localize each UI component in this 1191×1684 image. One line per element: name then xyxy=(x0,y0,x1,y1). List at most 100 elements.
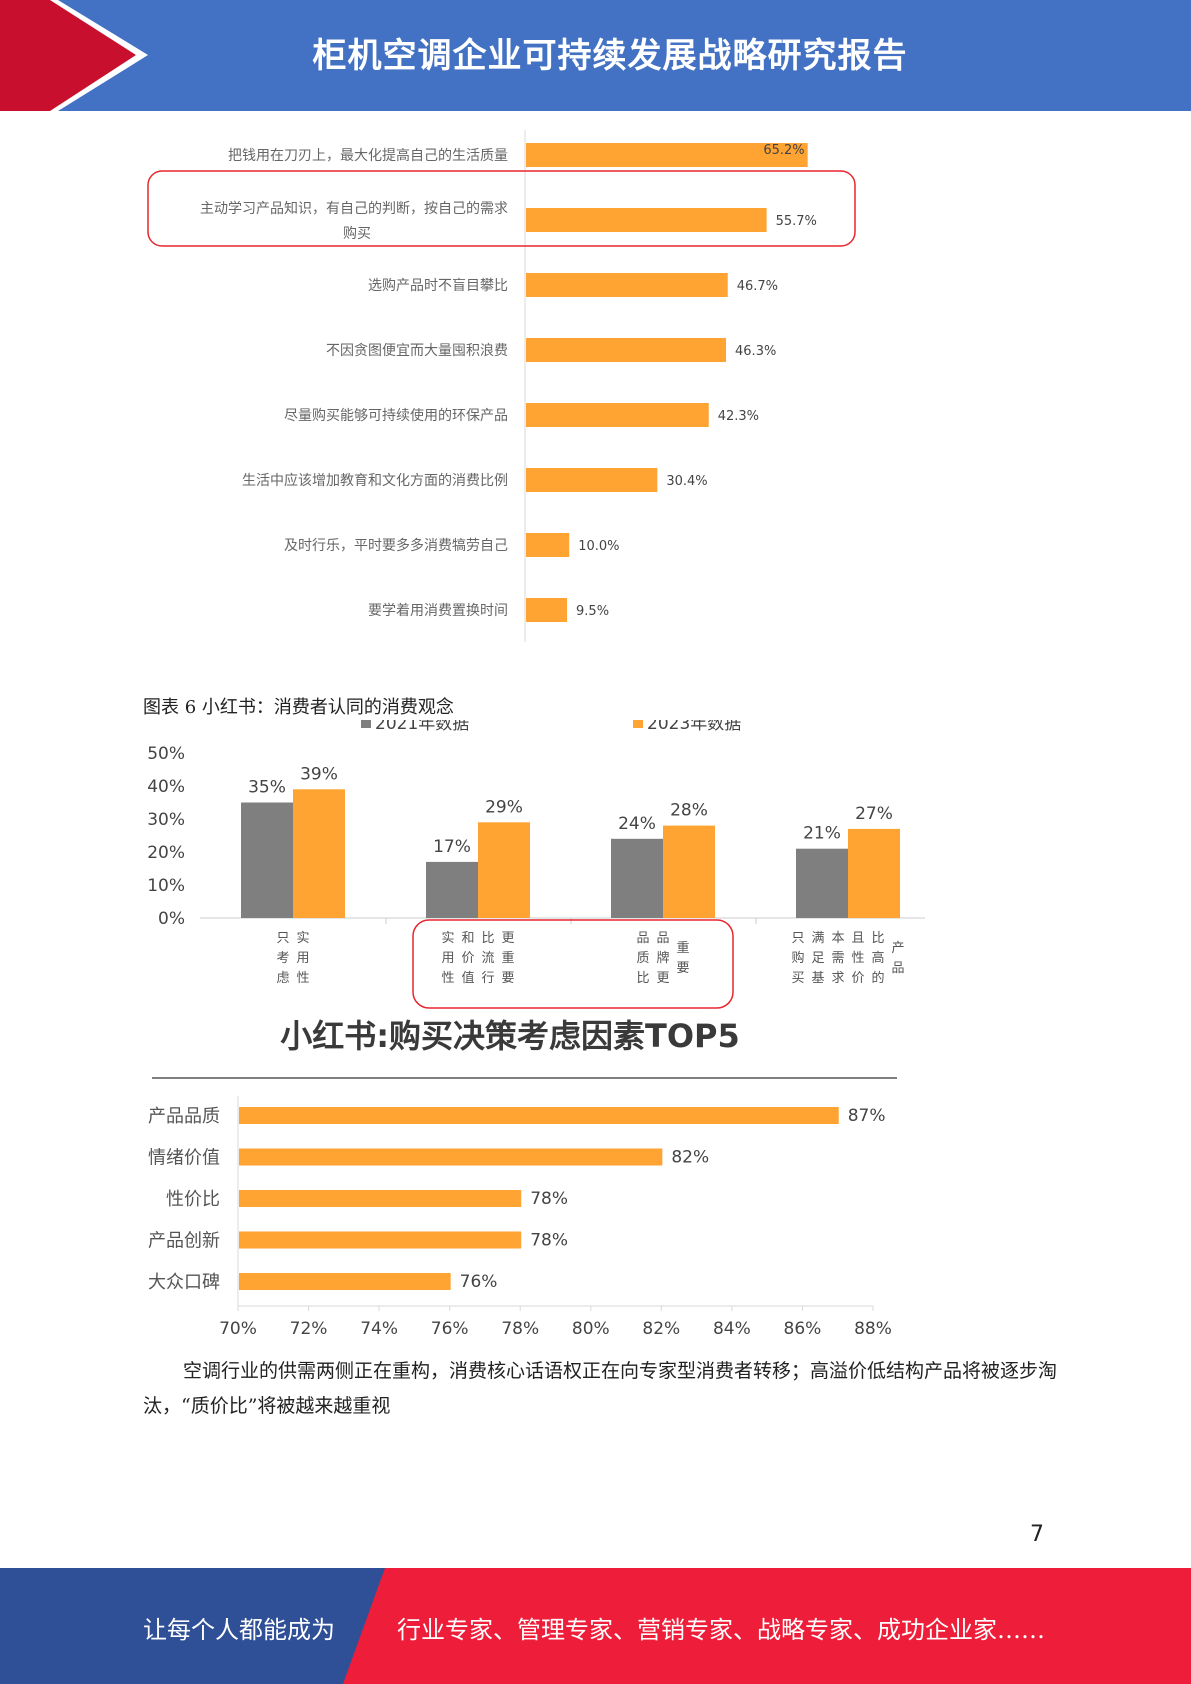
bar xyxy=(239,1231,522,1249)
consumption-attitude-chart: 65.2% 把钱用在刀刃上，最大化提高自己的生活质量 55.7% 主动学习产品知识，有… xyxy=(147,130,856,642)
data-label: 9.5% xyxy=(576,604,609,619)
category-label: 选购产品时不盲目攀比 xyxy=(368,277,508,294)
category-label-char: 性 xyxy=(296,971,309,986)
x-tick-label: 76% xyxy=(431,1319,469,1339)
category-label-char: 重 xyxy=(676,940,689,956)
bar xyxy=(526,533,570,557)
category-label-char: 高 xyxy=(871,950,884,966)
bar xyxy=(526,273,728,297)
category-label-char: 比 xyxy=(636,971,649,986)
header-arrow-decoration xyxy=(0,0,148,111)
data-label: 42.3% xyxy=(718,409,759,424)
y-tick-label: 40% xyxy=(147,777,185,797)
category-label-char: 满 xyxy=(811,931,824,946)
data-label: 46.7% xyxy=(737,279,778,294)
data-label: 55.7% xyxy=(776,214,817,229)
category-label-char: 需 xyxy=(831,951,844,966)
category-label-char: 品 xyxy=(636,931,649,946)
page-title: 柜机空调企业可持续发展战略研究报告 xyxy=(312,36,908,76)
category-label: 产品品质 xyxy=(148,1106,220,1127)
category-label-char: 比 xyxy=(481,931,494,946)
category-label-char: 性 xyxy=(441,971,454,986)
x-tick-label: 74% xyxy=(360,1319,398,1339)
category-label-char: 性 xyxy=(851,951,864,966)
data-label: 30.4% xyxy=(666,474,707,489)
x-tick-label: 80% xyxy=(572,1319,610,1339)
category-label-char: 质 xyxy=(636,951,649,966)
category-label-char: 牌 xyxy=(656,950,669,966)
category-label: 不因贪图便宜而大量囤积浪费 xyxy=(326,343,508,359)
bar xyxy=(526,338,727,362)
category-label-char: 足 xyxy=(811,951,824,966)
bar xyxy=(526,598,568,622)
footer-slogan-left: 让每个人都能成为 xyxy=(143,1616,335,1644)
bar xyxy=(526,468,658,492)
legend-swatch xyxy=(633,720,643,728)
y-tick-label: 10% xyxy=(147,876,185,896)
footer-background xyxy=(0,1568,1191,1684)
purchase-factors-chart: 小红书:购买决策考虑因素TOP5 70% 72% 74% 76% 78% 80% 82% 84%… xyxy=(148,1017,897,1339)
bar-2023 xyxy=(663,825,715,918)
bar-2023 xyxy=(293,789,345,918)
category-label-char: 品 xyxy=(891,961,904,976)
x-tick-label: 70% xyxy=(219,1319,257,1339)
header-banner: 柜机空调企业可持续发展战略研究报告 xyxy=(0,0,1191,111)
y-tick-label: 20% xyxy=(147,843,185,863)
bar-2021 xyxy=(611,838,663,918)
figure-caption: 图表 6 小红书：消费者认同的消费观念 xyxy=(143,697,454,718)
category-label-char: 实 xyxy=(296,931,309,946)
x-tick-label: 78% xyxy=(501,1319,539,1339)
data-label: 24% xyxy=(618,814,656,834)
category-label-char: 产 xyxy=(891,941,904,956)
category-label-char: 价 xyxy=(851,971,864,986)
category-label-char: 基 xyxy=(811,971,824,986)
category-label: 购买 xyxy=(343,226,371,242)
category-label-char: 虑 xyxy=(276,971,289,986)
bar xyxy=(239,1273,451,1290)
bar-2021 xyxy=(796,848,848,918)
y-tick-label: 0% xyxy=(158,909,185,929)
category-label: 大众口碑 xyxy=(148,1272,220,1293)
data-label: 76% xyxy=(460,1272,498,1292)
category-label-char: 购 xyxy=(791,950,804,966)
x-tick-label: 88% xyxy=(854,1319,892,1339)
x-tick-label: 82% xyxy=(642,1319,680,1339)
category-label-char: 考 xyxy=(276,951,289,966)
category-label: 主动学习产品知识，有自己的判断，按自己的需求 xyxy=(200,200,508,217)
x-tick-label: 72% xyxy=(290,1319,328,1339)
legend-label: 2021年数据 xyxy=(375,720,469,734)
chart-title: 小红书:购买决策考虑因素TOP5 xyxy=(280,1017,740,1055)
data-label: 78% xyxy=(530,1189,568,1209)
category-label-char: 要 xyxy=(676,961,689,976)
legend-swatch xyxy=(361,720,371,728)
x-tick-label: 84% xyxy=(713,1319,751,1339)
category-label-char: 行 xyxy=(481,971,494,986)
data-label: 27% xyxy=(855,804,893,824)
category-label: 要学着用消费置换时间 xyxy=(368,602,508,619)
data-label: 65.2% xyxy=(763,143,804,158)
data-label: 35% xyxy=(248,778,286,798)
category-label-char: 更 xyxy=(656,971,669,986)
category-label: 及时行乐，平时要多多消费犒劳自己 xyxy=(284,537,508,554)
bar-2023 xyxy=(478,822,530,918)
data-label: 21% xyxy=(803,824,841,844)
bar-2021 xyxy=(426,861,478,918)
y-tick-label: 50% xyxy=(147,744,185,764)
category-label-char: 要 xyxy=(501,971,514,986)
bar xyxy=(239,1107,839,1124)
data-label: 10.0% xyxy=(578,539,619,554)
bar xyxy=(526,143,808,167)
data-label: 17% xyxy=(433,837,471,857)
xiaohongshu-concept-chart: 0% 10% 20% 30% 40% 50% 2021年数据 2023年数据 35% 39% 只考虑… xyxy=(147,720,925,1009)
bar xyxy=(526,208,767,232)
category-label-char: 且 xyxy=(851,931,864,946)
category-label-char: 重 xyxy=(501,950,514,966)
data-label: 78% xyxy=(530,1231,568,1251)
bar xyxy=(239,1148,663,1166)
bar-2021 xyxy=(241,802,293,918)
footer-slogan-right: 行业专家、管理专家、营销专家、战略专家、成功企业家…… xyxy=(397,1616,1045,1644)
bar xyxy=(239,1190,522,1207)
highlight-box xyxy=(412,919,734,1009)
category-label-char: 值 xyxy=(461,970,474,986)
footer-banner: 让每个人都能成为 行业专家、管理专家、营销专家、战略专家、成功企业家…… xyxy=(0,1568,1191,1684)
